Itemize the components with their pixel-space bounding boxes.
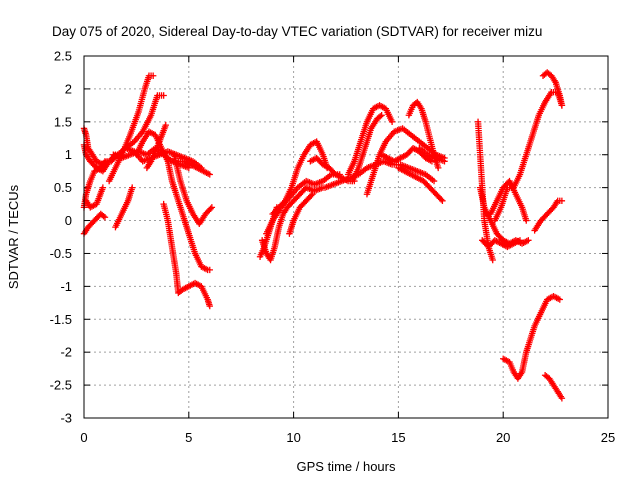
data-point [99,184,107,191]
series-track-38 [541,372,566,402]
data-point [558,197,566,204]
series-track-19 [269,138,331,218]
data-point [435,164,442,172]
data-point [160,92,167,99]
series-track-32 [479,237,524,251]
series-track-22 [321,158,438,191]
data-point [525,237,532,244]
series-track-25 [363,125,448,198]
series-track-28 [395,164,446,204]
grid [84,56,608,418]
data-point [558,395,566,402]
data-point [308,192,315,199]
series-track-14 [170,151,216,228]
axis-ticks [83,55,609,419]
y-tick-labels: -3 -2.5 -2 -1.5 -1 -0.5 0 0.5 1 1.5 2 2.5 [50,49,72,426]
data-point [129,184,136,191]
series-track-26 [378,144,436,165]
data-point [206,266,213,274]
series-track-35 [531,197,566,234]
data-point [378,112,385,119]
x-tick-label: 25 [601,430,615,445]
x-tick-label: 15 [391,430,405,445]
data-point [377,113,384,120]
series-track-09 [112,184,136,231]
data-point [489,256,496,264]
y-tick-label: -3 [60,411,72,426]
y-tick-label: 1 [65,147,72,162]
data-point [437,196,445,203]
series-track-07 [108,92,167,165]
data-point [428,158,436,165]
series-track-05 [82,184,107,211]
data-point [516,237,524,244]
y-tick-label: 0 [65,213,72,228]
series-track-17 [258,184,327,264]
series-track-13 [160,200,213,310]
series-track-37 [500,293,563,382]
y-tick-label: -2.5 [50,378,72,393]
data-point [100,212,107,220]
data-point [430,177,438,185]
chart-title: Day 075 of 2020, Sidereal Day-to-day VTE… [52,24,542,39]
y-tick-label: -1 [60,279,72,294]
y-tick-label: -1.5 [50,312,72,327]
series-track-15 [175,158,213,178]
y-tick-label: 2.5 [54,49,72,64]
data-point [556,296,563,303]
data-point [208,204,216,211]
x-tick-label: 0 [80,430,87,445]
x-tick-labels: 0 5 10 15 20 25 [80,430,615,445]
data-point [206,171,213,178]
y-tick-label: 0.5 [54,180,72,195]
x-tick-label: 5 [185,430,192,445]
data-point [441,158,448,165]
data-point [206,302,213,310]
data-point [207,205,214,212]
y-tick-label: -2 [60,345,72,360]
x-axis-label: GPS time / hours [297,459,396,474]
data-point [558,102,566,109]
data-point [523,217,530,224]
data-point [149,72,157,79]
x-tick-label: 10 [286,430,300,445]
data-point [162,121,169,129]
data-point [439,197,446,204]
data-point [101,214,109,221]
series-track-29 [416,144,448,165]
series-track-12 [143,121,169,172]
data-series [80,69,566,402]
y-tick-label: -0.5 [50,246,72,261]
data-point [309,191,316,198]
y-axis-label: SDTVAR / TECUs [6,184,21,289]
y-tick-label: 2 [65,81,72,96]
series-track-20 [286,191,316,237]
y-tick-label: 1.5 [54,114,72,129]
series-track-01 [80,210,109,237]
series-track-24 [349,112,385,185]
series-track-11 [133,128,213,274]
data-point [388,118,396,126]
x-tick-label: 20 [496,430,510,445]
series-track-36 [539,69,566,109]
series-track-23 [344,102,396,178]
plot-frame [83,55,609,419]
